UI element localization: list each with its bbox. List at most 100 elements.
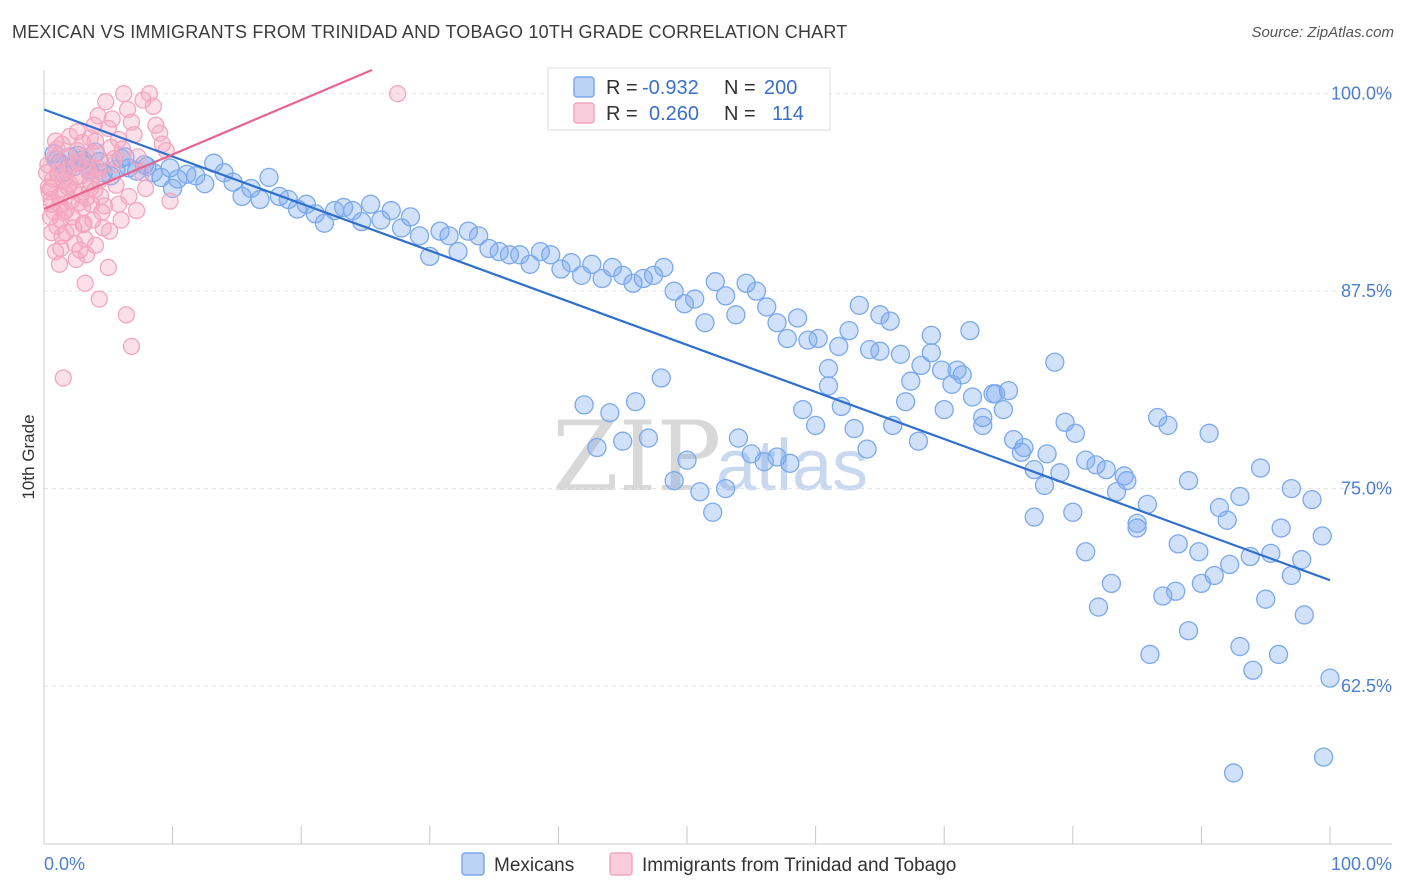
- point-trinidad: [71, 241, 89, 259]
- bottom-legend-label-mexicans: Mexicans: [494, 855, 574, 876]
- y-axis-label: 10th Grade: [19, 414, 38, 499]
- point-mexicans: [651, 368, 671, 388]
- point-mexicans: [921, 325, 941, 346]
- point-mexicans: [602, 257, 623, 278]
- point-trinidad: [122, 113, 141, 131]
- point-mexicans: [625, 392, 646, 412]
- point-mexicans: [947, 360, 967, 380]
- point-mexicans: [574, 395, 594, 415]
- point-trinidad: [57, 224, 75, 242]
- point-mexicans: [973, 415, 993, 436]
- x-tick-label-min: 0.0%: [44, 854, 85, 874]
- point-mexicans: [1256, 589, 1276, 609]
- point-mexicans: [787, 308, 808, 328]
- point-trinidad: [55, 203, 73, 221]
- point-trinidad: [151, 124, 169, 142]
- point-mexicans: [126, 161, 147, 181]
- point-trinidad: [388, 85, 407, 103]
- point-mexicans: [643, 265, 664, 285]
- point-mexicans: [705, 272, 725, 292]
- point-mexicans: [1230, 636, 1250, 657]
- point-mexicans: [1313, 747, 1334, 767]
- point-mexicans: [695, 313, 715, 333]
- legend-swatch-trinidad: [573, 102, 595, 124]
- legend-n-value-0: 200: [764, 77, 797, 99]
- point-trinidad: [106, 149, 124, 168]
- legend-bottom: Mexicans Immigrants from Trinidad and To…: [461, 852, 956, 876]
- point-mexicans: [715, 286, 736, 306]
- point-mexicans: [1088, 597, 1109, 617]
- point-mexicans: [1037, 444, 1057, 464]
- y-tick-label: 100.0%: [1331, 84, 1392, 104]
- point-mexicans: [1140, 644, 1160, 665]
- point-mexicans: [160, 158, 180, 178]
- point-mexicans: [741, 444, 761, 464]
- point-mexicans: [195, 174, 215, 194]
- point-mexicans: [613, 265, 633, 285]
- point-trinidad: [147, 116, 165, 134]
- point-mexicans: [715, 478, 736, 499]
- point-mexicans: [430, 221, 450, 241]
- legend-swatch-mexicans: [573, 76, 595, 98]
- point-trinidad: [89, 107, 107, 125]
- point-mexicans: [911, 355, 931, 376]
- y-tick-label: 75.0%: [1341, 479, 1392, 499]
- series-trinidad-points: [37, 85, 407, 387]
- point-mexicans: [685, 289, 705, 309]
- point-trinidad: [44, 149, 63, 168]
- point-mexicans: [674, 294, 695, 314]
- point-mexicans: [439, 226, 459, 246]
- point-mexicans: [1024, 507, 1044, 527]
- point-mexicans: [777, 328, 797, 349]
- point-trinidad: [86, 236, 105, 254]
- chart-title: MEXICAN VS IMMIGRANTS FROM TRINIDAD AND …: [12, 22, 848, 42]
- y-axis-tick-labels: 62.5% 75.0% 87.5% 100.0%: [1331, 84, 1392, 696]
- point-trinidad: [115, 85, 133, 103]
- legend-r-value-1: 0.260: [649, 103, 699, 125]
- point-trinidad: [74, 216, 92, 234]
- y-tick-label: 62.5%: [1341, 676, 1392, 696]
- point-mexicans: [469, 226, 489, 246]
- point-trinidad: [76, 274, 94, 292]
- point-mexicans: [1045, 352, 1065, 372]
- point-mexicans: [613, 431, 633, 451]
- point-mexicans: [849, 295, 869, 316]
- point-mexicans: [664, 281, 684, 301]
- point-mexicans: [728, 428, 749, 448]
- legend-top: R = -0.932 N = 200 R = 0.260 N = 114: [547, 67, 831, 131]
- point-mexicans: [600, 403, 620, 423]
- point-mexicans: [541, 245, 561, 265]
- point-mexicans: [400, 207, 421, 227]
- point-trinidad: [37, 164, 56, 182]
- point-mexicans: [1158, 415, 1178, 436]
- point-mexicans: [360, 194, 381, 214]
- point-mexicans: [793, 399, 813, 420]
- point-mexicans: [561, 253, 581, 273]
- point-mexicans: [259, 167, 279, 188]
- point-mexicans: [250, 189, 270, 210]
- point-mexicans: [993, 399, 1014, 420]
- point-mexicans: [870, 341, 890, 361]
- point-mexicans: [985, 384, 1006, 404]
- point-mexicans: [1243, 660, 1263, 680]
- point-mexicans: [960, 320, 980, 341]
- y-tick-label: 87.5%: [1341, 281, 1392, 301]
- point-mexicans: [1223, 763, 1244, 783]
- watermark-atlas: atlas: [716, 426, 868, 506]
- point-mexicans: [1189, 542, 1209, 562]
- point-mexicans: [901, 371, 921, 391]
- legend-n-label-1: N =: [724, 103, 756, 125]
- point-mexicans: [1114, 466, 1134, 486]
- point-mexicans: [1220, 554, 1240, 575]
- point-mexicans: [746, 281, 767, 301]
- point-mexicans: [499, 245, 520, 265]
- point-trinidad: [120, 187, 138, 206]
- point-mexicans: [890, 344, 911, 364]
- point-mexicans: [1320, 668, 1340, 688]
- point-mexicans: [623, 273, 643, 293]
- point-mexicans: [314, 213, 334, 233]
- trendlines: [43, 68, 1331, 582]
- point-mexicans: [895, 392, 916, 412]
- point-mexicans: [829, 336, 849, 357]
- point-trinidad: [67, 250, 85, 269]
